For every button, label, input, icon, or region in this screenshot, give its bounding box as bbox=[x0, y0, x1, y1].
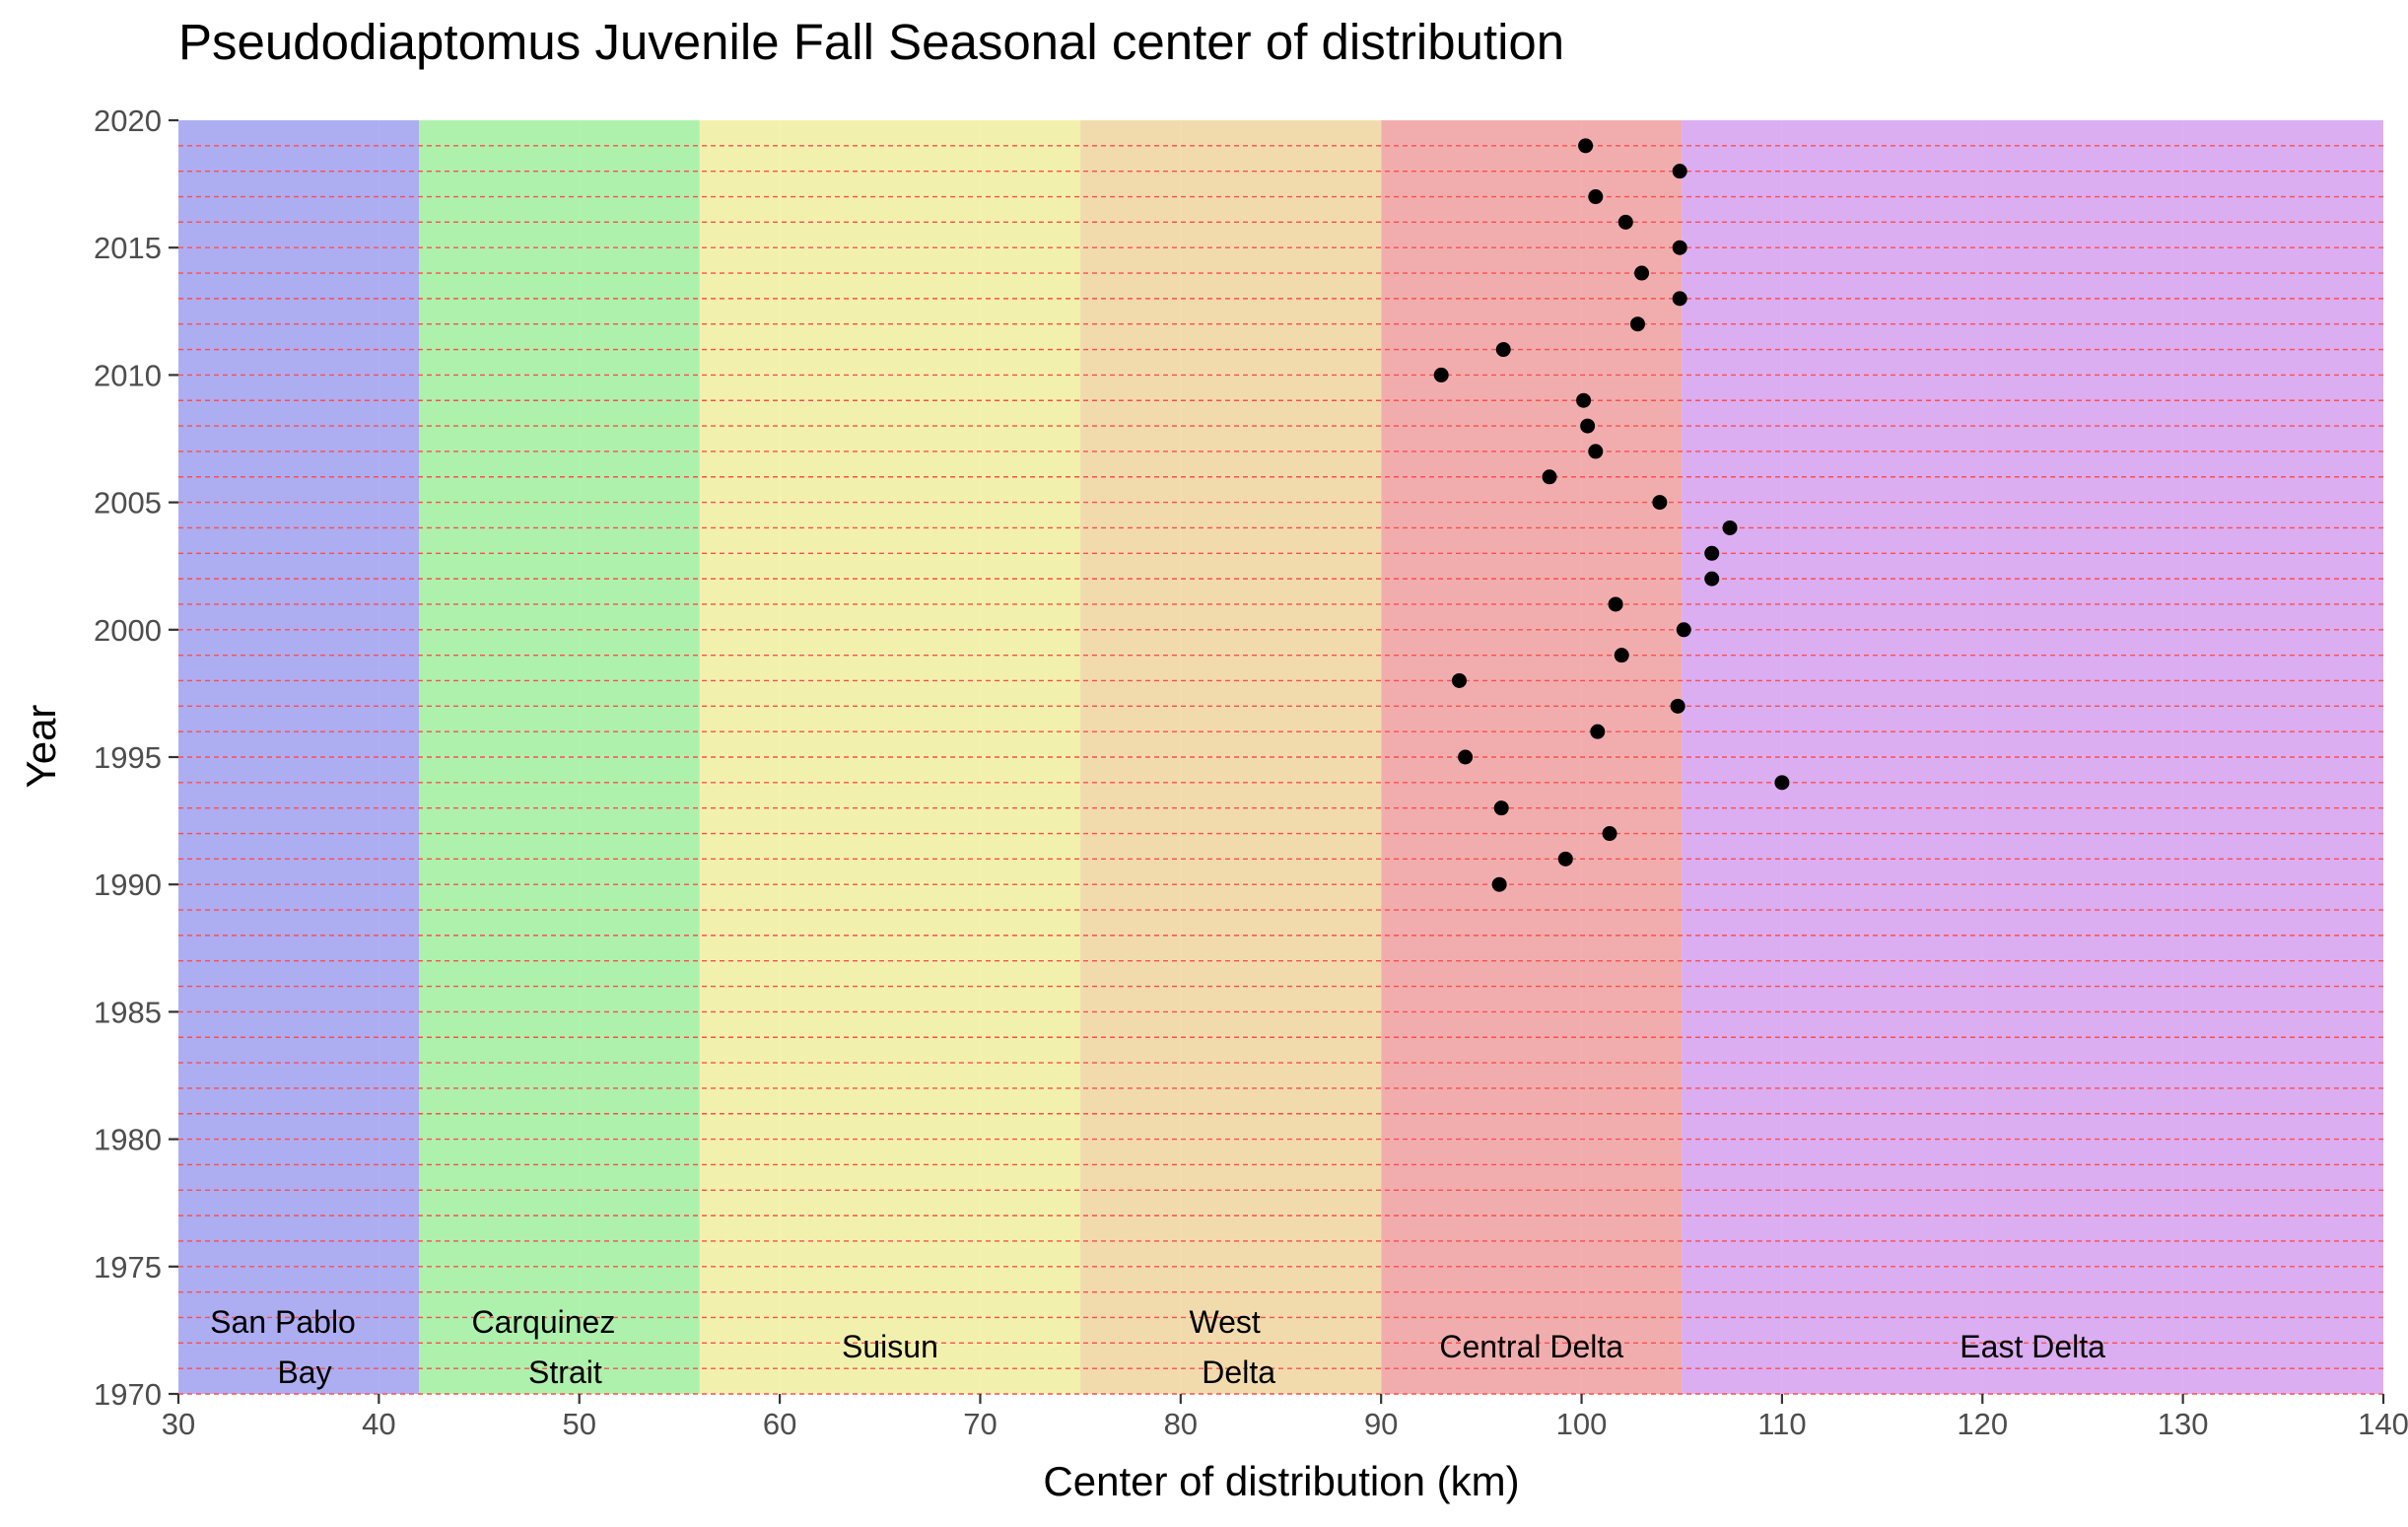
data-point-2014 bbox=[1634, 265, 1650, 281]
plot-panel: San Pablo Bay Carquinez Strait Suisun West Del… bbox=[176, 118, 2385, 1396]
x-tick-label: 60 bbox=[763, 1407, 796, 1441]
region-label-0-line-1: San Pablo bbox=[210, 1304, 356, 1340]
region-label-4: Central Delta bbox=[1439, 1329, 1623, 1364]
data-point-1990 bbox=[1491, 876, 1507, 892]
data-point-2002 bbox=[1704, 571, 1720, 587]
x-tick-label: 130 bbox=[2158, 1407, 2209, 1441]
x-axis-title: Center of distribution (km) bbox=[1043, 1458, 1519, 1504]
region-label-2: Suisun bbox=[842, 1329, 938, 1364]
data-point-1993 bbox=[1493, 800, 1509, 816]
x-tick-label: 30 bbox=[162, 1407, 195, 1441]
data-point-2010 bbox=[1433, 367, 1449, 382]
region-label-3-line-1: West bbox=[1190, 1304, 1261, 1340]
x-tick-label: 90 bbox=[1364, 1407, 1398, 1441]
region-label-1-line-1: Carquinez bbox=[471, 1304, 615, 1340]
y-tick-label: 2015 bbox=[94, 231, 162, 265]
x-tick-label: 110 bbox=[1757, 1407, 1806, 1441]
region-label-1-line-2: Strait bbox=[528, 1354, 602, 1390]
data-point-1995 bbox=[1458, 749, 1474, 765]
data-point-2013 bbox=[1672, 291, 1687, 307]
data-point-2011 bbox=[1495, 342, 1511, 358]
x-tick-label: 100 bbox=[1556, 1407, 1608, 1441]
x-tick-label: 120 bbox=[1957, 1407, 2008, 1441]
data-point-2017 bbox=[1588, 189, 1604, 205]
data-point-2008 bbox=[1580, 418, 1596, 434]
region-label-5: East Delta bbox=[1960, 1329, 2105, 1364]
data-point-1992 bbox=[1602, 826, 1617, 842]
data-point-2000 bbox=[1676, 622, 1691, 638]
data-point-1999 bbox=[1614, 648, 1629, 663]
data-point-2005 bbox=[1652, 495, 1668, 511]
x-axis: 30 40 50 60 70 80 90 100 110 120 130 140 bbox=[162, 1394, 2408, 1441]
x-tick-label: 80 bbox=[1164, 1407, 1198, 1441]
data-point-2016 bbox=[1617, 214, 1633, 230]
data-point-2012 bbox=[1629, 316, 1645, 332]
chart-title: Pseudodiaptomus Juvenile Fall Seasonal c… bbox=[178, 14, 1564, 70]
y-tick-label: 1995 bbox=[94, 740, 162, 775]
x-tick-label: 50 bbox=[562, 1407, 595, 1441]
data-point-2001 bbox=[1608, 596, 1623, 612]
y-tick-label: 1985 bbox=[94, 995, 162, 1029]
y-tick-label: 2005 bbox=[94, 486, 162, 521]
region-label-0-line-2: Bay bbox=[277, 1354, 331, 1390]
data-point-2003 bbox=[1704, 545, 1720, 561]
region-label-3-line-2: Delta bbox=[1202, 1354, 1275, 1390]
x-tick-label: 70 bbox=[963, 1407, 997, 1441]
y-tick-label: 1970 bbox=[94, 1377, 162, 1412]
data-point-2019 bbox=[1578, 138, 1594, 154]
data-point-1991 bbox=[1557, 851, 1573, 867]
y-tick-label: 1980 bbox=[94, 1123, 162, 1157]
y-tick-label: 2010 bbox=[94, 358, 162, 392]
y-tick-label: 2020 bbox=[94, 104, 162, 138]
data-point-2018 bbox=[1672, 164, 1687, 179]
data-point-1996 bbox=[1590, 724, 1606, 739]
data-point-1994 bbox=[1774, 775, 1790, 791]
data-point-2015 bbox=[1672, 240, 1687, 255]
x-tick-label: 40 bbox=[362, 1407, 395, 1441]
y-axis: 1970 1975 1980 1985 1990 1995 2000 2005 2010 2015… bbox=[94, 104, 178, 1412]
data-point-2009 bbox=[1576, 392, 1592, 408]
y-tick-label: 1990 bbox=[94, 868, 162, 902]
data-point-1997 bbox=[1670, 698, 1686, 714]
y-tick-label: 2000 bbox=[94, 613, 162, 648]
data-point-1998 bbox=[1451, 672, 1467, 688]
data-point-2007 bbox=[1588, 444, 1604, 459]
y-tick-label: 1975 bbox=[94, 1250, 162, 1284]
y-axis-title: Year bbox=[18, 705, 64, 789]
x-tick-label: 140 bbox=[2358, 1407, 2408, 1441]
data-point-2006 bbox=[1542, 469, 1557, 485]
data-point-2004 bbox=[1722, 520, 1738, 535]
